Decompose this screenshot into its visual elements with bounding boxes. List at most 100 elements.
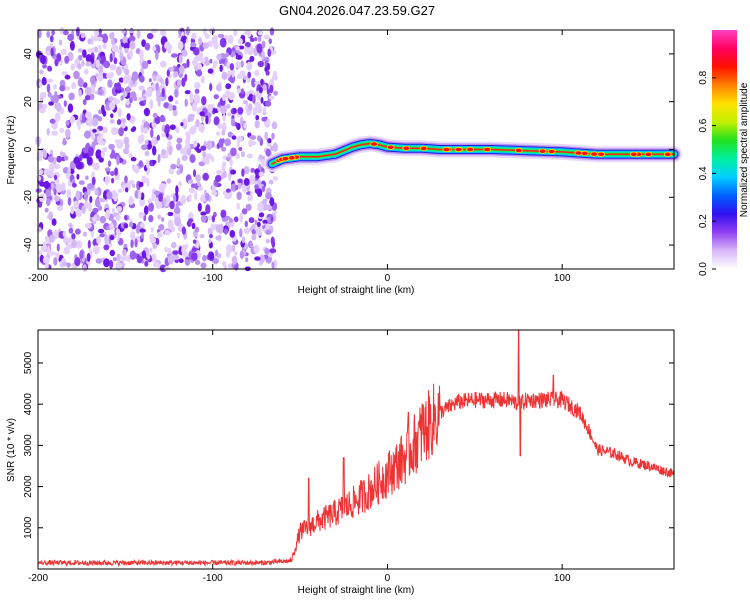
noise-blob — [260, 97, 264, 104]
noise-blob — [269, 248, 277, 254]
noise-blob — [202, 42, 209, 49]
y-tick-label: 3000 — [23, 434, 34, 457]
snr-panel: -200 -100 0 100 1000 2000 3000 4000 5000 Height … — [6, 329, 675, 596]
noise-blob — [132, 126, 137, 132]
noise-blob — [56, 243, 60, 252]
noise-blob — [257, 35, 262, 42]
noise-blob — [211, 34, 218, 45]
noise-blob — [193, 124, 198, 130]
noise-blob — [65, 120, 70, 126]
noise-blob — [200, 215, 207, 223]
noise-blob — [39, 181, 47, 187]
noise-blob — [190, 42, 197, 48]
noise-blob — [77, 63, 82, 70]
noise-blob — [255, 173, 260, 179]
colorbar-tick-label: 0.4 — [698, 166, 709, 180]
noise-blob — [86, 253, 91, 262]
noise-blob — [248, 240, 253, 249]
noise-blob — [257, 221, 261, 228]
noise-blob — [99, 215, 107, 224]
y-tick-label: -20 — [23, 190, 34, 205]
noise-blob — [137, 96, 145, 102]
noise-blob — [268, 38, 272, 45]
signal-hotspot — [597, 151, 605, 157]
noise-blob — [271, 132, 275, 140]
noise-blob — [224, 194, 231, 200]
snr-axes: -200 -100 0 100 1000 2000 3000 4000 5000 — [23, 330, 674, 584]
noise-blob — [149, 99, 154, 110]
noise-blob — [216, 84, 222, 92]
noise-blob — [143, 127, 148, 134]
noise-blob — [106, 73, 110, 79]
noise-blob — [225, 244, 233, 254]
noise-blob — [46, 30, 51, 38]
noise-blob — [167, 254, 174, 265]
noise-blob — [91, 176, 96, 186]
noise-blob — [88, 146, 94, 157]
noise-blob — [191, 102, 197, 112]
noise-blob — [180, 122, 184, 127]
noise-blob — [78, 89, 82, 97]
noise-blob — [45, 261, 49, 271]
noise-blob — [144, 150, 150, 157]
noise-blob — [249, 175, 256, 185]
noise-blob — [92, 245, 100, 255]
signal-hotspot — [419, 145, 428, 151]
noise-blob — [159, 77, 164, 83]
noise-blob — [117, 188, 123, 193]
noise-blob — [255, 115, 260, 121]
signal-hotspot — [590, 151, 598, 157]
noise-blob — [233, 216, 239, 223]
noise-blob — [143, 107, 150, 117]
noise-blob — [225, 188, 231, 193]
noise-blob — [194, 226, 200, 233]
noise-blob — [163, 197, 167, 206]
noise-blob — [243, 75, 248, 80]
noise-blob — [46, 198, 51, 206]
colorbar-tick-label: 0.8 — [698, 70, 709, 84]
noise-blob — [95, 149, 102, 160]
noise-blob — [111, 177, 115, 184]
noise-blob — [159, 264, 167, 273]
noise-blob — [102, 43, 107, 49]
noise-blob — [113, 97, 117, 103]
noise-blob — [208, 239, 212, 244]
noise-blob — [243, 227, 250, 235]
noise-blob — [69, 115, 76, 124]
noise-blob — [192, 239, 197, 244]
noise-blob — [191, 32, 197, 40]
noise-blob — [37, 28, 42, 39]
noise-blob — [116, 253, 121, 262]
noise-blob — [254, 119, 260, 129]
noise-blob — [129, 115, 136, 124]
noise-blob — [209, 83, 213, 92]
noise-blob — [42, 64, 48, 69]
noise-blob — [205, 192, 210, 201]
noise-blob — [42, 256, 50, 264]
noise-blob — [224, 228, 228, 235]
noise-blob — [111, 44, 119, 53]
noise-blob — [254, 256, 261, 261]
noise-blob — [147, 198, 152, 204]
noise-blob — [73, 200, 80, 209]
noise-blob — [156, 203, 163, 208]
noise-blob — [76, 173, 80, 180]
noise-blob — [63, 100, 67, 107]
noise-blob — [120, 255, 127, 262]
noise-blob — [43, 168, 51, 176]
noise-blob — [146, 87, 153, 98]
noise-blob — [186, 147, 192, 156]
noise-blob — [68, 227, 74, 234]
noise-blob — [93, 46, 99, 53]
noise-blob — [51, 130, 59, 136]
snr-ylabel: SNR (10 * v/v) — [6, 418, 17, 482]
noise-blob — [103, 244, 110, 251]
noise-blob — [251, 224, 256, 230]
noise-blob — [168, 103, 173, 112]
noise-blob — [87, 239, 91, 249]
noise-blob — [118, 77, 124, 83]
noise-blob — [207, 68, 214, 74]
noise-blob — [157, 153, 161, 163]
noise-blob — [47, 155, 55, 163]
